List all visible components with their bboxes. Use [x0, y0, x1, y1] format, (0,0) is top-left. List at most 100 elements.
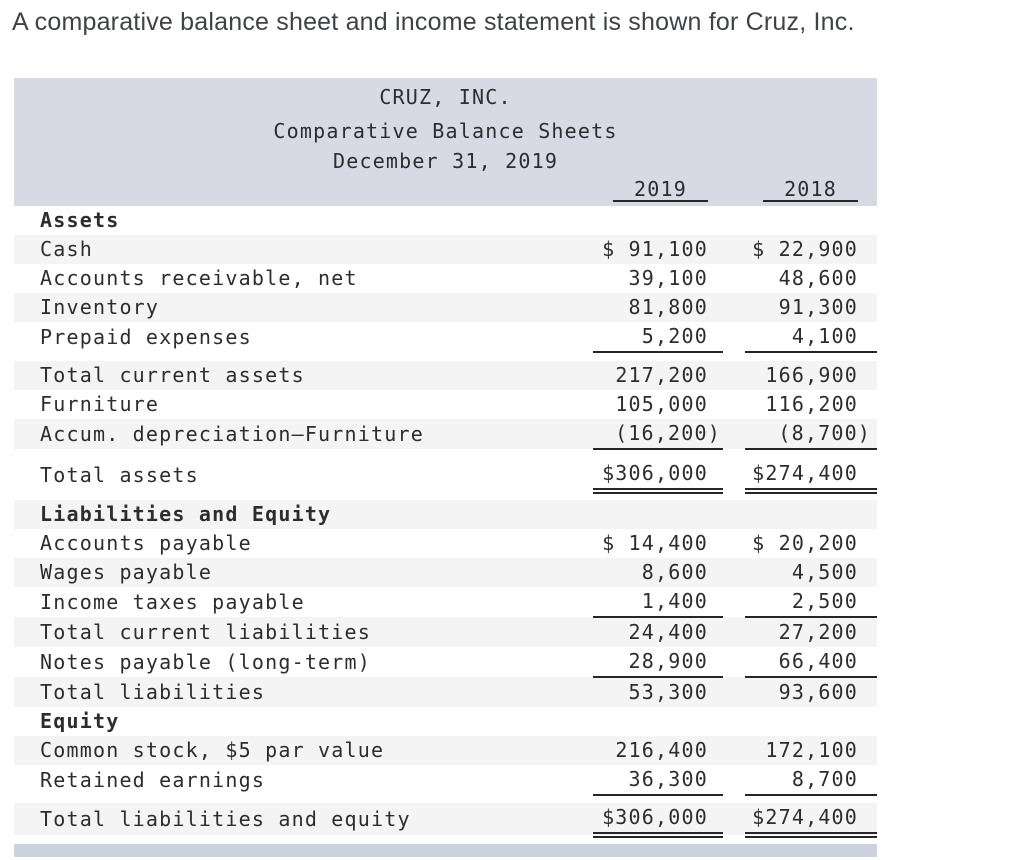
row-label: Income taxes payable	[40, 589, 305, 614]
column-gap	[723, 176, 745, 206]
value-2019	[593, 206, 723, 235]
value-2018: (8,700)	[745, 419, 878, 450]
statement-date-row: December 31, 2019	[14, 146, 878, 176]
table-row: Liabilities and Equity	[14, 500, 878, 529]
column-gap	[723, 419, 745, 449]
column-gap	[723, 736, 745, 765]
value-2018: 172,100	[745, 736, 878, 765]
column-gap	[723, 707, 745, 736]
table-row: Total liabilities 53,300 93,600	[14, 677, 878, 707]
row-label: Total liabilities	[14, 677, 593, 707]
value-2018	[745, 206, 877, 235]
statement-body: Assets Cash $ 91,100 $ 22,900 Accounts recei…	[14, 206, 878, 838]
table-row: Income taxes payable 1,400 2,500	[14, 587, 878, 618]
table-row: Accounts payable $ 14,400 $ 20,200	[14, 529, 877, 558]
row-label: Equity	[40, 709, 120, 733]
value-2019: $306,000	[593, 459, 723, 494]
row-label: Wages payable	[14, 558, 593, 587]
value-2019: 28,900	[593, 647, 723, 678]
row-label: Total current assets	[14, 361, 593, 390]
column-gap	[723, 390, 745, 419]
row-label: Total current liabilities	[14, 617, 593, 647]
row-label: Accounts payable	[40, 531, 252, 555]
value-2019: $ 14,400	[602, 531, 708, 555]
row-label: Retained earnings	[40, 767, 266, 792]
table-row: Notes payable (long-term) 28,900 66,400	[14, 647, 878, 678]
value-2018: $ 20,200	[752, 531, 859, 555]
value-2018: 27,200	[745, 617, 878, 647]
table-row: Accum. depreciation—Furniture (16,200) (8,…	[14, 419, 878, 450]
value-2019: 24,400	[593, 617, 723, 647]
statement-title: Comparative Balance Sheets	[14, 116, 878, 146]
value-2019: 217,200	[593, 361, 723, 390]
statement-header: CRUZ, INC. Comparative Balance Sheets De…	[14, 78, 878, 206]
value-2018: 166,900	[745, 361, 878, 390]
row-label: Inventory	[14, 293, 593, 322]
value-2018	[745, 707, 877, 736]
column-gap	[723, 361, 745, 390]
intro-text: A comparative balance sheet and income s…	[12, 8, 855, 36]
spacer-row	[14, 795, 878, 803]
column-gap	[723, 677, 745, 707]
column-header-cell-2018: 2018	[745, 176, 878, 206]
statement-title-row: Comparative Balance Sheets	[14, 116, 878, 146]
column-header-spacer	[14, 176, 593, 206]
table-row: Common stock, $5 par value 216,400 172,100	[14, 736, 878, 765]
column-gap	[723, 206, 745, 235]
value-2018: 48,600	[778, 266, 859, 290]
row-label: Assets	[40, 208, 120, 232]
table-row: Furniture 105,000 116,200	[14, 390, 877, 419]
value-2018: 2,500	[745, 587, 878, 618]
table-row: Retained earnings 36,300 8,700	[14, 765, 878, 796]
next-table-top-bar	[14, 844, 877, 857]
column-gap	[723, 235, 745, 264]
table-row: Total current assets 217,200 166,900	[14, 361, 878, 390]
spacer-row	[14, 352, 878, 361]
value-2018: $274,400	[745, 459, 878, 494]
balance-sheet-table: CRUZ, INC. Comparative Balance Sheets De…	[14, 78, 878, 838]
value-2018: $ 22,900	[745, 235, 878, 264]
column-gap	[723, 765, 745, 795]
row-label: Prepaid expenses	[40, 324, 252, 349]
table-row: Wages payable 8,600 4,500	[14, 558, 878, 587]
value-2018: $274,400	[745, 803, 878, 838]
row-label: Notes payable (long-term)	[40, 649, 372, 674]
column-header-row: 2019 2018	[14, 176, 878, 206]
table-row: Total liabilities and equity $306,000 $274…	[14, 803, 878, 838]
table-row: Prepaid expenses 5,200 4,100	[14, 322, 878, 353]
table-row: Equity	[14, 707, 877, 736]
column-gap	[723, 459, 745, 491]
value-2019: 105,000	[615, 392, 708, 416]
balance-sheet: CRUZ, INC. Comparative Balance Sheets De…	[14, 78, 878, 857]
row-label: Accum. depreciation—Furniture	[14, 419, 593, 449]
value-2019: 39,100	[628, 266, 708, 290]
table-row: Total assets $306,000 $274,400	[14, 459, 878, 494]
row-label: Common stock, $5 par value	[14, 736, 593, 765]
table-row: Inventory 81,800 91,300	[14, 293, 878, 322]
value-2019: 216,400	[593, 736, 723, 765]
value-2018: 116,200	[765, 392, 859, 416]
value-2018: 4,500	[745, 558, 878, 587]
row-label: Total liabilities and equity	[14, 803, 593, 835]
company-name-row: CRUZ, INC.	[14, 78, 878, 116]
table-row: Total current liabilities 24,400 27,200	[14, 617, 878, 647]
value-2019	[593, 707, 723, 736]
row-label: Accounts receivable, net	[40, 266, 358, 290]
company-name: CRUZ, INC.	[14, 78, 878, 116]
value-2018	[745, 500, 878, 529]
column-gap	[723, 803, 745, 835]
column-gap	[723, 558, 745, 587]
value-2019: $306,000	[593, 803, 723, 838]
table-row: Accounts receivable, net 39,100 48,600	[14, 264, 877, 293]
value-2019: 81,800	[593, 293, 723, 322]
column-gap	[723, 500, 745, 529]
column-gap	[723, 587, 745, 617]
column-gap	[723, 617, 745, 647]
row-label: Cash	[14, 235, 593, 264]
value-2018: 66,400	[745, 647, 878, 678]
column-gap	[723, 647, 745, 677]
value-2018: 93,600	[745, 677, 878, 707]
value-2019: 53,300	[593, 677, 723, 707]
column-gap	[723, 293, 745, 322]
table-row: Cash $ 91,100 $ 22,900	[14, 235, 878, 264]
